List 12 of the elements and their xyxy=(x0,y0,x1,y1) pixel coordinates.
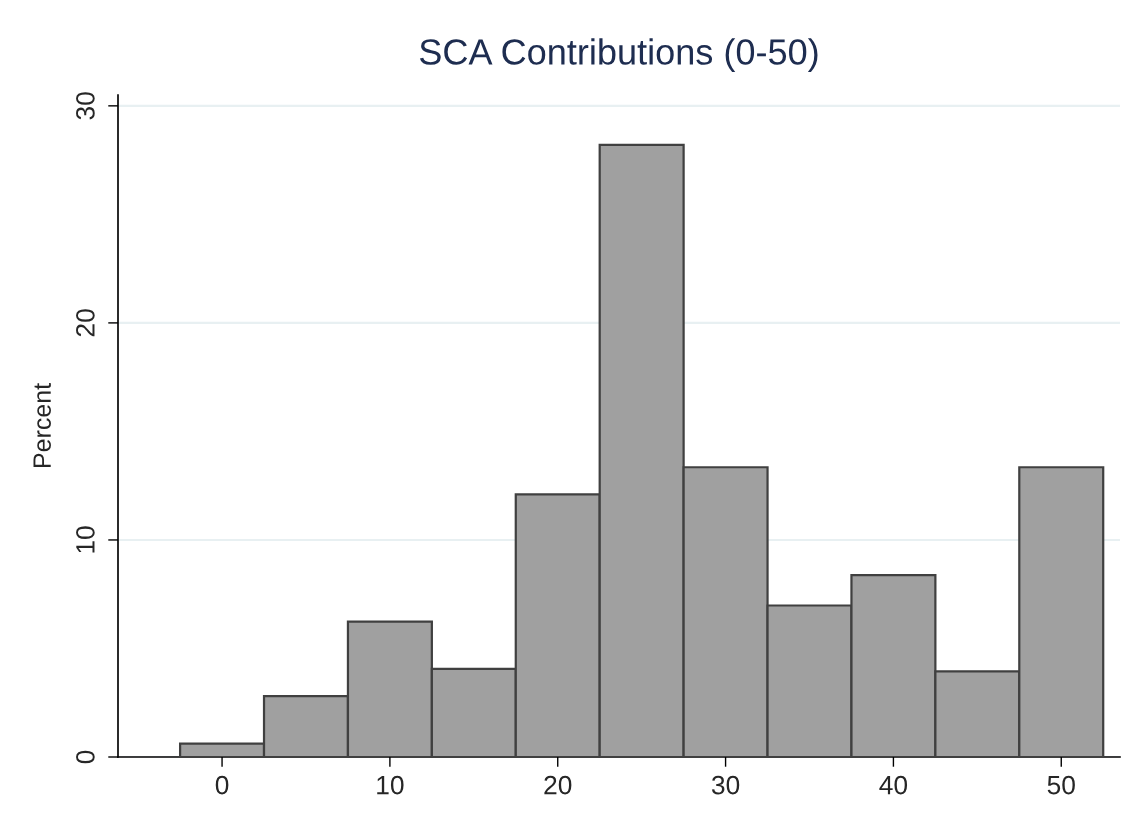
y-axis-title: Percent xyxy=(33,383,51,468)
x-tick-label: 10 xyxy=(377,775,404,795)
y-tick-label: 30 xyxy=(76,92,95,120)
y-tick-label: 0 xyxy=(76,750,95,764)
y-tick-label: 10 xyxy=(76,526,95,553)
x-tick-label: 50 xyxy=(1047,775,1075,795)
x-tick-label: 20 xyxy=(544,775,572,795)
x-tick-label: 0 xyxy=(215,775,229,795)
chart-title: SCA Contributions (0-50) xyxy=(419,38,818,72)
x-tick-label: 30 xyxy=(711,775,740,795)
y-tick-label: 20 xyxy=(76,309,95,337)
x-tick-label: 40 xyxy=(879,775,908,795)
